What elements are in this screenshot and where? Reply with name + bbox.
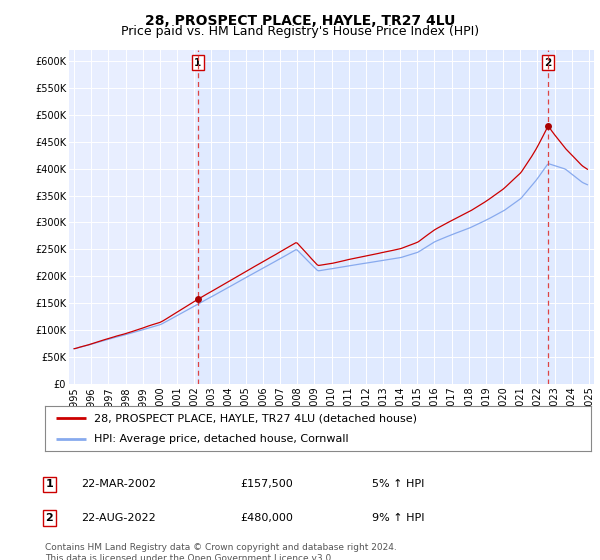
Text: Price paid vs. HM Land Registry's House Price Index (HPI): Price paid vs. HM Land Registry's House … xyxy=(121,25,479,38)
Text: HPI: Average price, detached house, Cornwall: HPI: Average price, detached house, Corn… xyxy=(94,433,349,444)
Text: 9% ↑ HPI: 9% ↑ HPI xyxy=(372,513,425,523)
Text: 2: 2 xyxy=(544,58,552,68)
Text: 28, PROSPECT PLACE, HAYLE, TR27 4LU (detached house): 28, PROSPECT PLACE, HAYLE, TR27 4LU (det… xyxy=(94,413,417,423)
Text: 1: 1 xyxy=(46,479,53,489)
Text: 28, PROSPECT PLACE, HAYLE, TR27 4LU: 28, PROSPECT PLACE, HAYLE, TR27 4LU xyxy=(145,14,455,28)
Text: £157,500: £157,500 xyxy=(240,479,293,489)
Text: 22-AUG-2022: 22-AUG-2022 xyxy=(81,513,156,523)
Bar xyxy=(198,50,594,384)
Text: 1: 1 xyxy=(194,58,202,68)
Text: 22-MAR-2002: 22-MAR-2002 xyxy=(81,479,156,489)
Text: 5% ↑ HPI: 5% ↑ HPI xyxy=(372,479,424,489)
Text: Contains HM Land Registry data © Crown copyright and database right 2024.
This d: Contains HM Land Registry data © Crown c… xyxy=(45,543,397,560)
Text: £480,000: £480,000 xyxy=(240,513,293,523)
Text: 2: 2 xyxy=(46,513,53,523)
